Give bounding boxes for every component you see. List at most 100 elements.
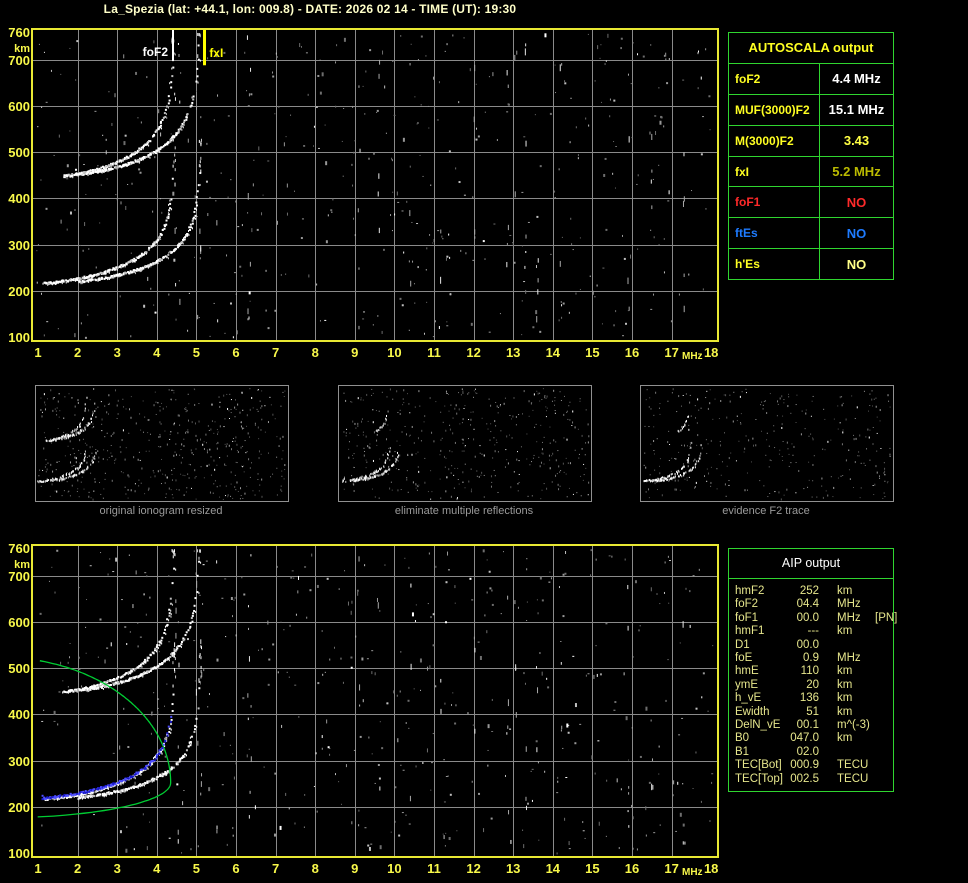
autoscala-row-label: MUF(3000)F2 [729,94,820,125]
x-tick-label: 18 [703,345,719,360]
x-tick-label: 16 [624,861,640,876]
aip-row: B1 02.0 [735,746,893,759]
aip-row-extra [869,585,893,598]
autoscala-row-value: 5.2 MHz [832,164,881,179]
autoscala-row-value: NO [846,225,867,241]
panel-caption: evidence F2 trace [722,505,810,517]
x-tick-label: 7 [271,861,280,876]
aip-row-extra [869,692,893,705]
aip-row-unit: MHz [837,611,861,624]
y-tick-label: 300 [8,753,30,769]
aip-row-label: B0 [735,732,750,745]
aip-row-value: 04.4 [796,598,819,611]
aip-row-value: 000.9 [790,759,819,772]
x-axis-unit: MHz [682,867,703,878]
y-axis-unit: km [14,43,30,55]
autoscala-row-value: NO [846,194,867,210]
x-axis-unit: MHz [682,351,703,362]
x-tick-label: 2 [73,345,82,360]
aip-row-label: D1 [735,638,750,651]
aip-row-unit: km [837,678,853,691]
aip-row-value: 02.0 [796,745,819,758]
autoscala-row: foF1 NO [729,187,893,219]
autoscala-row-label: fxI [729,156,820,187]
aip-row-value: 00.1 [796,719,819,732]
autoscala-row-value: 4.4 MHz [832,71,881,87]
autoscala-row-label: h'Es [729,249,820,280]
aip-row-label: ymE [735,678,758,691]
autoscala-row: M(3000)F2 3.43 [729,125,893,157]
x-tick-label: 5 [192,861,200,876]
aip-row-value: --- [807,625,820,638]
aip-row-value: 136 [799,692,819,705]
aip-row-unit [819,746,869,759]
aip-row-extra [869,625,893,638]
aip-row-extra [869,665,893,678]
aip-row: Ewidth 51 km [735,706,893,719]
aip-row-value: 20 [806,678,819,691]
aip-row-label: TEC[Bot] [735,759,782,772]
autoscala-row: h'Es NO [729,249,893,280]
aip-row-label: hmF2 [735,585,765,597]
aip-row-unit: km [837,692,853,705]
y-tick-label: 200 [8,799,30,815]
aip-row: D1 00.0 [735,639,893,652]
autoscala-row-label: ftEs [729,218,820,249]
aip-row-unit: MHz [837,652,861,665]
y-tick-label: 100 [8,329,30,345]
aip-row: TEC[Top] 002.5 TECU [735,773,893,786]
y-tick-label: 600 [8,98,30,114]
aip-row-unit: km [837,705,853,718]
aip-row: foE 0.9 MHz [735,652,893,665]
aip-row-extra [869,746,893,759]
autoscala-header: AUTOSCALA output [729,33,893,64]
aip-row-extra [869,706,893,719]
x-tick-label: 2 [73,861,82,876]
aip-row-value: 00.0 [796,611,819,624]
autoscala-row-value: 15.1 MHz [828,102,885,118]
aip-row-label: foF1 [735,611,759,624]
x-tick-label: 11 [427,345,441,360]
x-tick-label: 18 [703,861,719,876]
y-tick-label: 400 [8,707,30,723]
y-tick-label: 600 [8,614,30,630]
x-tick-label: 8 [311,345,319,360]
aip-row-label: hmE [735,665,759,678]
aip-row-unit: MHz [837,598,861,611]
x-tick-label: 13 [505,861,521,876]
panel-canvas-1 [338,385,592,502]
aip-row: B0 047.0 km [735,732,893,745]
ionogram-canvas-bottom [28,543,724,865]
y-tick-label: 500 [8,145,30,161]
aip-row-unit: TECU [837,759,869,772]
aip-row-unit: km [837,732,853,745]
autoscala-row-value: 3.43 [843,133,870,149]
aip-row-extra: [PN] [875,611,898,624]
aip-rows: hmF2 252 km foF2 04.4 MHz foF1 00.0 MHz [PN] hmF1 -… [729,579,897,791]
aip-row-label: hmF1 [735,625,765,638]
aip-row-unit: km [837,625,853,638]
aip-row-extra [869,719,893,732]
aip-row-value: 51 [806,705,819,718]
aip-row-extra [869,652,893,665]
x-tick-label: 3 [113,345,121,360]
y-tick-label: 700 [8,52,30,68]
autoscala-row-value: NO [846,256,867,272]
aip-row-value: 00.0 [796,638,819,651]
y-tick-label: 760 [8,541,30,556]
panel-caption: original ionogram resized [99,505,223,517]
y-axis-unit: km [14,559,30,571]
aip-row-label: Ewidth [735,705,770,718]
aip-row-value: 252 [799,585,819,597]
x-tick-label: 3 [113,861,121,876]
aip-row-label: foE [735,652,753,665]
x-tick-label: 16 [624,345,640,360]
aip-row-unit: m^(-3) [837,719,870,732]
aip-row-extra [869,773,893,786]
x-tick-label: 9 [351,345,359,360]
autoscala-row-label: M(3000)F2 [729,125,820,156]
aip-row: foF1 00.0 MHz [PN] [735,611,897,625]
x-tick-label: 11 [427,861,441,876]
aip-row-unit: km [837,665,853,678]
